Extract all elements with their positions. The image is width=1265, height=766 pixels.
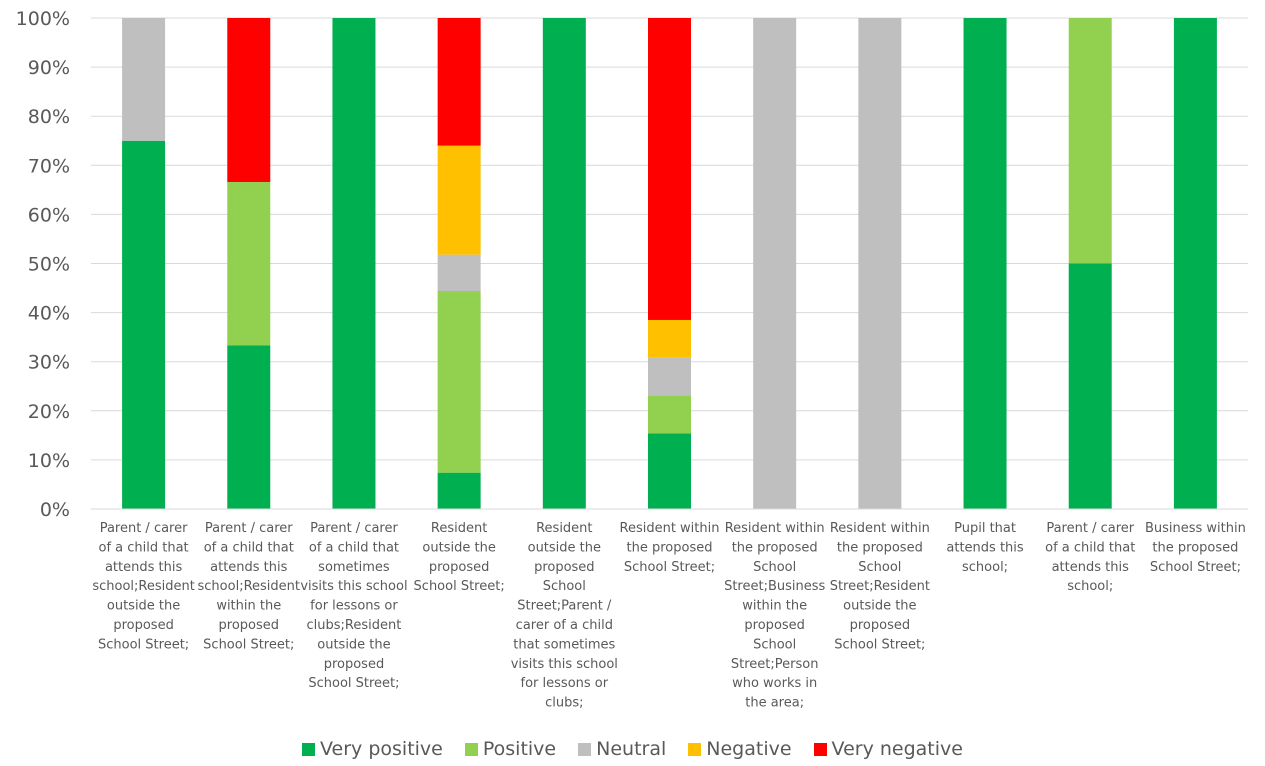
bar-segment-neutral xyxy=(753,18,797,509)
y-tick-label: 60% xyxy=(28,204,70,226)
legend-item: Neutral xyxy=(578,738,666,760)
y-tick-label: 20% xyxy=(28,401,70,423)
bar-segment-very-positive xyxy=(122,140,166,509)
y-tick-label: 50% xyxy=(28,254,70,276)
x-category-label: Resident within the proposed School Street;… xyxy=(830,521,930,652)
y-tick-label: 0% xyxy=(40,499,70,521)
bar-segment-very-positive xyxy=(437,472,481,509)
legend-label: Positive xyxy=(482,738,557,760)
legend-swatch xyxy=(302,742,316,756)
y-tick-label: 70% xyxy=(28,155,70,177)
legend-swatch xyxy=(578,742,592,756)
bar-segment-very-negative xyxy=(648,18,691,320)
bar-segment-neutral xyxy=(122,18,166,141)
bar-segment-very-negative xyxy=(227,18,271,182)
x-category-label: Pupil that attends this school; xyxy=(946,521,1024,575)
bar-segment-very-positive xyxy=(1173,18,1217,509)
bar-segment-negative xyxy=(648,319,691,358)
x-category-label: Parent / carer of a child that attends thi… xyxy=(92,521,194,652)
bar-segment-neutral xyxy=(858,18,902,509)
bars xyxy=(122,18,1217,509)
bar-segment-very-positive xyxy=(1068,263,1112,509)
bar-segment-positive xyxy=(648,395,691,434)
legend-label: Very positive xyxy=(320,738,443,760)
x-category-label: Resident within the proposed School Street… xyxy=(620,521,720,575)
y-axis-tick-labels: 0% 10% 20% 30% 40% 50% 60% 70% 80% 90% 100% xyxy=(16,8,70,521)
y-tick-label: 10% xyxy=(28,450,70,472)
legend-item: Very negative xyxy=(813,738,963,760)
y-tick-label: 30% xyxy=(28,352,70,374)
bar-segment-very-positive xyxy=(542,18,586,509)
legend-label: Negative xyxy=(706,738,792,760)
bar-segment-positive xyxy=(437,290,481,473)
legend-item: Very positive xyxy=(302,738,443,760)
bar-segment-very-negative xyxy=(437,18,481,146)
bar-segment-positive xyxy=(227,181,271,346)
y-tick-label: 40% xyxy=(28,303,70,325)
bar-segment-very-positive xyxy=(963,18,1007,509)
x-category-label: Parent / carer of a child that attends thi… xyxy=(198,521,300,652)
legend-swatch xyxy=(688,742,702,756)
x-category-label: Parent / carer of a child that attends thi… xyxy=(1045,521,1135,594)
x-axis-category-labels: Parent / carer of a child that attends thi… xyxy=(92,521,1246,711)
x-category-label: Resident outside the proposed School Street… xyxy=(414,521,505,594)
legend-swatch xyxy=(813,742,827,756)
x-category-label: Resident within the proposed School Street;… xyxy=(724,521,825,711)
legend: Very positive Positive Neutral Negative Very… xyxy=(0,738,1265,760)
bar-segment-positive xyxy=(1068,18,1112,264)
legend-label: Very negative xyxy=(831,738,963,760)
bar-segment-neutral xyxy=(437,254,481,291)
y-tick-label: 80% xyxy=(28,106,70,128)
bar-segment-neutral xyxy=(648,357,691,396)
bar-segment-very-positive xyxy=(227,345,271,509)
legend-item: Negative xyxy=(688,738,792,760)
bar-segment-negative xyxy=(437,145,481,255)
y-tick-label: 100% xyxy=(16,8,70,30)
bar-segment-very-positive xyxy=(332,18,376,509)
legend-item: Positive xyxy=(464,738,557,760)
legend-swatch xyxy=(464,742,478,756)
y-tick-label: 90% xyxy=(28,57,70,79)
x-category-label: Parent / carer of a child that sometimes vi… xyxy=(300,521,407,691)
x-category-label: Resident outside the proposed School Street;… xyxy=(511,521,618,711)
x-category-label: Business within the proposed School Street… xyxy=(1145,521,1246,575)
bar-segment-very-positive xyxy=(648,433,691,509)
legend-label: Neutral xyxy=(596,738,667,760)
